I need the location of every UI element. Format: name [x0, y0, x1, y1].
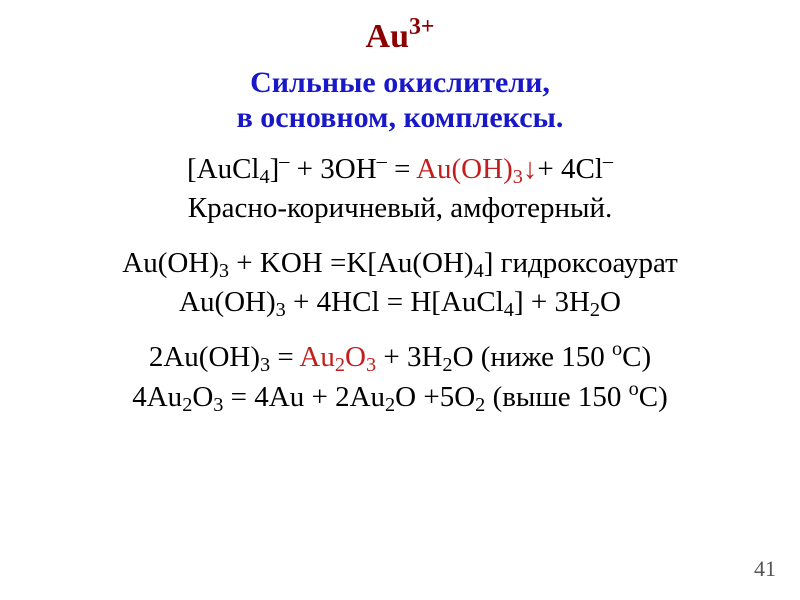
eq5-s2: 3 [213, 394, 223, 416]
eq5-t1: 4Au [132, 381, 182, 413]
eq3-s2: 4 [504, 299, 514, 321]
eq4-s2: 2 [442, 355, 452, 377]
note-amphoteric: Красно-коричневый, амфотерный. [30, 190, 770, 227]
eq4-red1: Au [299, 341, 334, 373]
subtitle: Сильные окислители, в основном, комплекс… [30, 66, 770, 135]
eq1-s3: – [377, 150, 387, 172]
eq1-t3: + 3OH [289, 153, 376, 185]
eq3-t3: ] + 3H [514, 286, 590, 318]
eq1-au: Au(OH) [416, 153, 513, 185]
eq5-t2: O [192, 381, 213, 413]
eq4-deg: o [612, 338, 622, 360]
spacer [30, 323, 770, 337]
eq1-arrow: ↓ [523, 153, 538, 185]
eq4-t3: + 3H [376, 341, 442, 373]
eq5-t5: (выше 150 [485, 381, 628, 413]
chemistry-slide: Au3+ Сильные окислители, в основном, ком… [0, 0, 800, 600]
subtitle-line1: Сильные окислители, [250, 66, 550, 99]
title-symbol: Au [366, 18, 409, 55]
eq1-s1: 4 [259, 166, 269, 188]
eq4-red2: O [345, 341, 366, 373]
eq2-t3: ] гидроксоаурат [484, 247, 678, 279]
equation-5: 4Au2O3 = 4Au + 2Au2O +5O2 (выше 150 oC) [30, 379, 770, 416]
eq5-s1: 2 [182, 394, 192, 416]
slide-title: Au3+ [30, 18, 770, 56]
eq4-t1: 2Au(OH) [149, 341, 260, 373]
title-charge: 3+ [409, 14, 434, 40]
eq1-t1: [AuCl [187, 153, 260, 185]
eq2-s2: 4 [474, 260, 484, 282]
equation-2: Au(OH)3 + KOH =K[Au(OH)4] гидроксоаурат [30, 245, 770, 282]
spacer [30, 229, 770, 243]
eq1-t4: = [387, 153, 416, 185]
eq5-t6: C) [639, 381, 668, 413]
eq1-s2: – [279, 150, 289, 172]
eq2-t1: Au(OH) [122, 247, 219, 279]
eq4-s1: 3 [260, 355, 270, 377]
eq1-t2: ] [270, 153, 280, 185]
equation-3: Au(OH)3 + 4HCl = H[AuCl4] + 3H2O [30, 284, 770, 321]
eq3-t1: Au(OH) [179, 286, 276, 318]
eq3-t2: + 4HCl = H[AuCl [286, 286, 504, 318]
eq5-deg: o [629, 377, 639, 399]
eq3-s1: 3 [276, 299, 286, 321]
eq2-s1: 3 [219, 260, 229, 282]
subtitle-line2: в основном, комплексы. [237, 101, 564, 134]
eq4-red-s1: 2 [335, 355, 345, 377]
eq4-t5: C) [622, 341, 651, 373]
eq4-t4: O (ниже 150 [453, 341, 612, 373]
eq1-t5: + 4Cl [537, 153, 603, 185]
eq5-t4: O +5O [395, 381, 475, 413]
eq3-s3: 2 [590, 299, 600, 321]
eq3-t4: O [600, 286, 621, 318]
eq1-s4: – [603, 150, 613, 172]
equation-4: 2Au(OH)3 = Au2O3 + 3H2O (ниже 150 oC) [30, 339, 770, 376]
eq5-t3: = 4Au + 2Au [223, 381, 385, 413]
eq4-t2: = [270, 341, 299, 373]
eq2-t2: + KOH =K[Au(OH) [229, 247, 474, 279]
page-number: 41 [754, 556, 776, 582]
eq1-au-sub: 3 [513, 166, 523, 188]
eq5-s3: 2 [385, 394, 395, 416]
eq4-red-s2: 3 [366, 355, 376, 377]
eq5-s4: 2 [475, 394, 485, 416]
equation-1: [AuCl4]– + 3OH– = Au(OH)3↓+ 4Cl– [30, 151, 770, 188]
